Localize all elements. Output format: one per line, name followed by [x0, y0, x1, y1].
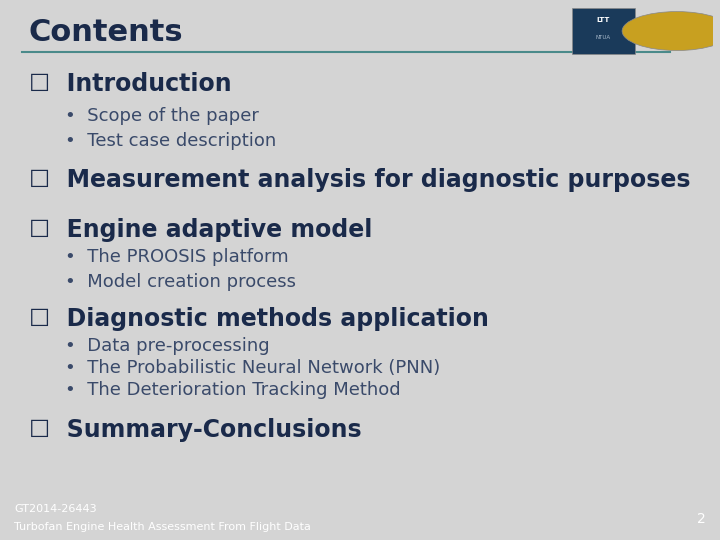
- Text: •  The Probabilistic Neural Network (PNN): • The Probabilistic Neural Network (PNN): [65, 359, 440, 377]
- Text: Turbofan Engine Health Assessment From Flight Data: Turbofan Engine Health Assessment From F…: [14, 522, 311, 532]
- Text: Contents: Contents: [29, 18, 184, 46]
- Text: •  The Deterioration Tracking Method: • The Deterioration Tracking Method: [65, 381, 400, 400]
- Text: ☐  Introduction: ☐ Introduction: [29, 72, 231, 96]
- Text: •  The PROOSIS platform: • The PROOSIS platform: [65, 248, 289, 266]
- Bar: [572, 8, 635, 54]
- Text: NTUA: NTUA: [595, 35, 611, 40]
- Text: •  Model creation process: • Model creation process: [65, 273, 296, 291]
- Text: •  Test case description: • Test case description: [65, 132, 276, 150]
- Text: GT2014-26443: GT2014-26443: [14, 504, 97, 514]
- Text: LTT: LTT: [597, 17, 610, 23]
- Text: •  Data pre-processing: • Data pre-processing: [65, 337, 269, 355]
- Text: 2: 2: [697, 512, 706, 526]
- Circle shape: [622, 11, 720, 51]
- Text: •  Scope of the paper: • Scope of the paper: [65, 107, 258, 125]
- Text: ☐  Diagnostic methods application: ☐ Diagnostic methods application: [29, 307, 489, 330]
- Text: ☐  Summary-Conclusions: ☐ Summary-Conclusions: [29, 418, 361, 442]
- Text: ☐  Measurement analysis for diagnostic purposes: ☐ Measurement analysis for diagnostic pu…: [29, 168, 690, 192]
- Text: ☐  Engine adaptive model: ☐ Engine adaptive model: [29, 218, 372, 242]
